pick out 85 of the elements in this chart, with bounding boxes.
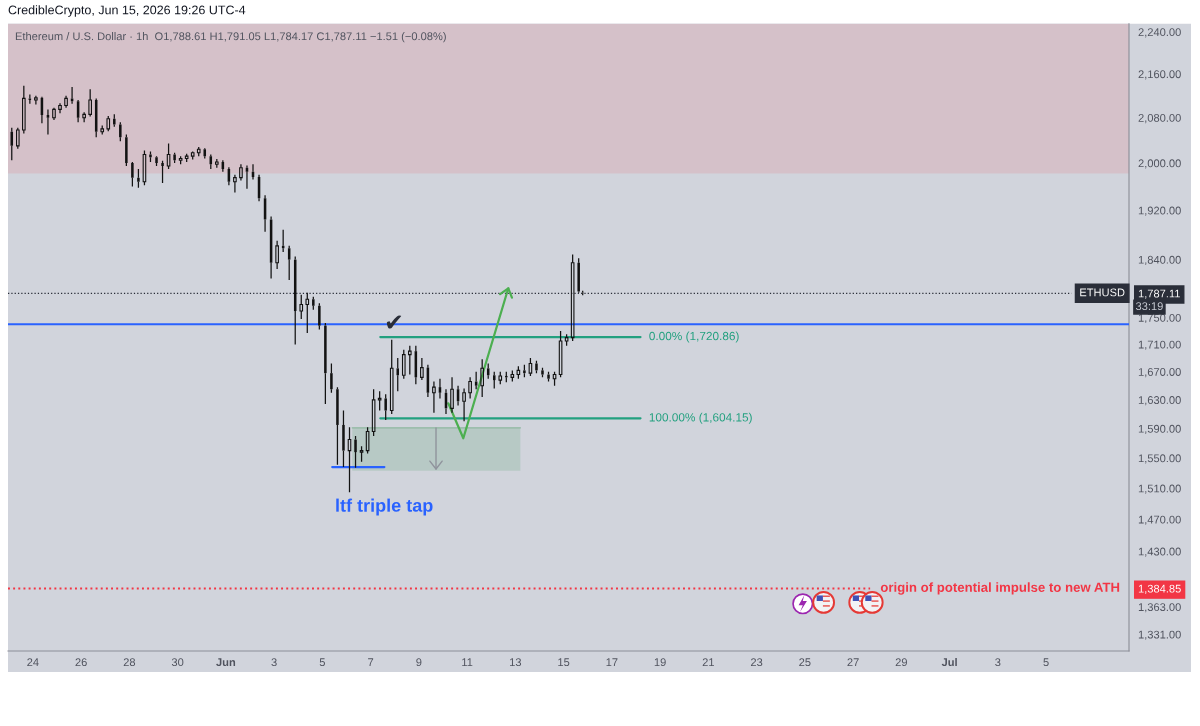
candlestick: [342, 409, 345, 468]
x-tick-label: 30: [171, 658, 184, 667]
candlestick: [354, 435, 357, 469]
candlestick: [450, 376, 454, 414]
chart-title: CredibleCrypto, Jun 15, 2026 19:26 UTC-4: [8, 5, 246, 17]
y-tick-label: 1,331.00: [1138, 630, 1181, 640]
series-label: 0.00% (1,720.86): [649, 331, 739, 343]
ref-line-label: origin of potential impulse to new ATH: [880, 582, 1120, 595]
y-tick-label: 1,363.00: [1138, 603, 1181, 613]
x-tick-label: 9: [416, 658, 422, 667]
candlestick: [305, 292, 310, 334]
y-tick-label: 2,160.00: [1138, 70, 1181, 80]
x-tick-label: 24: [27, 658, 39, 666]
y-tick-label: 1,670.00: [1138, 368, 1181, 378]
x-tick-label: 19: [654, 658, 666, 667]
candlestick: [149, 150, 152, 163]
x-tick-label: 29: [895, 658, 907, 667]
annotation: ltf triple tap: [336, 498, 433, 516]
candlestick: [336, 386, 339, 466]
candlestick: [161, 160, 164, 184]
y-tick-label: 2,080.00: [1138, 113, 1181, 124]
y-tick-label: 1,710.00: [1138, 340, 1181, 350]
x-tick-label: 21: [702, 658, 714, 666]
y-tick-label: 1,920.00: [1138, 206, 1181, 216]
candlestick: [432, 380, 436, 414]
y-tick-label: 1,510.00: [1138, 484, 1181, 494]
candlestick: [577, 257, 580, 292]
x-tick-label: Jul: [941, 657, 957, 667]
y-tick-label: 1,590.00: [1138, 424, 1181, 435]
x-tick-label: 13: [510, 658, 522, 667]
x-tick-label: 25: [799, 658, 811, 667]
candlestick: [480, 358, 485, 398]
y-tick-label: 1,630.00: [1138, 396, 1181, 406]
x-tick-label: 5: [319, 658, 325, 667]
y-tick-label: 1,470.00: [1138, 515, 1181, 525]
candlestick: [82, 111, 86, 123]
x-tick-label: 3: [271, 658, 277, 667]
x-tick-label: 17: [606, 658, 618, 666]
series-label: 100.00% (1,604.15): [649, 412, 752, 424]
candlestick: [275, 240, 279, 270]
candlestick: [137, 168, 140, 189]
y-tick-label: 1,787.11: [1138, 289, 1180, 299]
candlestick: [535, 360, 538, 374]
text: 33:19: [1135, 302, 1163, 311]
candlestick: [233, 174, 237, 194]
text: Ethereum / U.S. Dollar · 1h O1,788.61 H1,791.05 L1,784.17 C1,787.11 −1.51 (−0.08%): [15, 32, 446, 43]
x-tick-label: 3: [995, 658, 1001, 667]
x-tick-label: 11: [462, 658, 473, 666]
y-tick-label: 1,430.00: [1138, 547, 1181, 557]
y-tick-label: 1,750.00: [1138, 313, 1181, 324]
candlestick: [58, 102, 62, 114]
candlestick: [541, 367, 544, 378]
candlestick: [420, 357, 424, 381]
x-tick-label: 28: [123, 658, 136, 667]
candlestick: [239, 163, 243, 182]
y-tick-label: 1,550.00: [1138, 454, 1181, 464]
candlestick: [523, 364, 526, 378]
x-tick-label: 5: [1043, 658, 1049, 667]
candlestick: [462, 387, 466, 422]
candlestick: [407, 345, 412, 376]
x-tick-label: 15: [558, 658, 570, 667]
x-tick-label: 23: [750, 658, 763, 667]
y-tick-label: 2,000.00: [1138, 159, 1181, 169]
candlestick: [330, 362, 333, 394]
candlestick: [347, 426, 352, 493]
candlestick: [547, 371, 550, 383]
candlestick: [64, 95, 68, 109]
candlestick: [52, 107, 56, 121]
x-tick-label: 27: [847, 658, 859, 666]
candlestick: [324, 322, 327, 405]
candlestick: [34, 95, 38, 106]
candlestick: [396, 357, 400, 392]
candlestick: [28, 93, 32, 105]
candlestick: [113, 113, 116, 128]
ref-line-label: ETHUSD: [1080, 288, 1125, 297]
x-tick-label: 26: [75, 658, 87, 667]
y-tick-label: 2,240.00: [1138, 28, 1181, 38]
candlestick: [468, 376, 472, 400]
x-tick-label: 7: [368, 658, 374, 666]
y-tick-label: 1,384.85: [1138, 584, 1181, 594]
candlestick: [389, 339, 394, 415]
y-tick-label: 1,840.00: [1138, 255, 1181, 266]
x-tick-label: Jun: [216, 658, 236, 667]
candlestick: [173, 152, 176, 164]
candlestick: [155, 157, 158, 167]
